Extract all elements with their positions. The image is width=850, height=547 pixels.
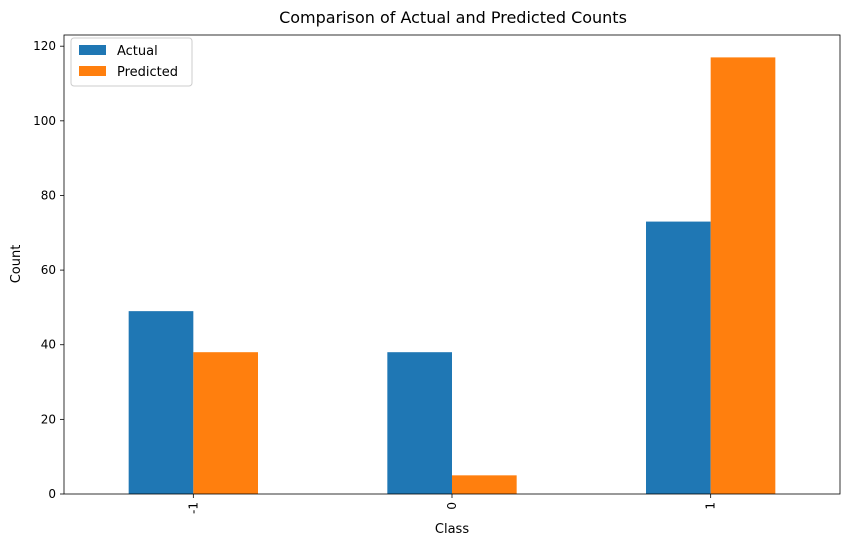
y-tick-label: 0 xyxy=(48,487,56,501)
chart-title: Comparison of Actual and Predicted Count… xyxy=(279,8,627,27)
bar-actual-1 xyxy=(646,221,711,494)
x-tick-label: 0 xyxy=(445,502,459,510)
bar-predicted-1 xyxy=(710,57,776,494)
legend-swatch-predicted xyxy=(79,66,106,76)
x-tick-label: 1 xyxy=(704,502,718,510)
legend-swatch-actual xyxy=(79,45,106,55)
legend-label-predicted: Predicted xyxy=(117,65,178,80)
y-tick-label: 60 xyxy=(41,263,56,277)
bar-actual-0 xyxy=(387,352,452,494)
y-tick-label: 100 xyxy=(33,114,56,128)
y-tick-label: 40 xyxy=(41,338,56,352)
y-axis-ticks: 0 20 40 60 80 100 120 xyxy=(33,39,64,501)
bar-actual--1 xyxy=(128,311,194,494)
y-tick-label: 80 xyxy=(41,188,56,202)
y-tick-label: 120 xyxy=(33,39,56,53)
plot-frame xyxy=(63,34,841,495)
legend: Actual Predicted xyxy=(70,37,193,87)
bar-predicted--1 xyxy=(193,352,258,494)
y-tick-label: 20 xyxy=(41,412,56,426)
x-tick-label: -1 xyxy=(186,502,200,514)
x-axis-label: Class xyxy=(435,522,469,537)
bar-predicted-0 xyxy=(452,475,517,494)
x-axis-ticks: -1 0 1 xyxy=(186,494,718,514)
y-axis-label: Count xyxy=(9,245,24,284)
legend-label-actual: Actual xyxy=(117,44,158,59)
bars-group xyxy=(128,57,776,494)
